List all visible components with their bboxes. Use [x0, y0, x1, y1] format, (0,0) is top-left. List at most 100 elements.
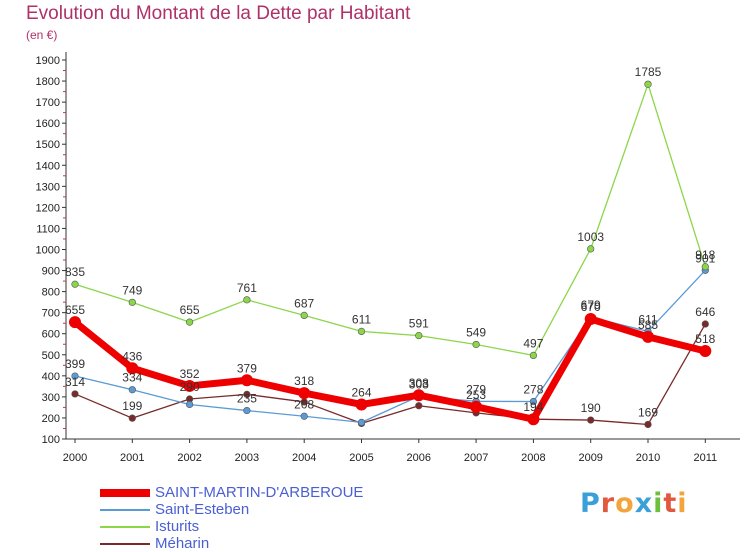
y-tick-label: 1400 — [36, 160, 60, 172]
data-point-saint-martin-d-arberoue — [126, 362, 139, 375]
x-tick-label: 2008 — [521, 452, 545, 464]
data-label-meharin: 169 — [638, 405, 658, 419]
data-point-saint-martin-d-arberoue — [69, 316, 81, 329]
data-point-saint-martin-d-arberoue — [355, 398, 368, 411]
data-label-saint-martin-d-arberoue: 264 — [351, 385, 371, 399]
data-label-isturits: 835 — [65, 265, 85, 279]
y-tick-label: 1600 — [36, 118, 60, 130]
y-tick-label: 200 — [42, 413, 60, 425]
logo-letter: P — [580, 488, 601, 519]
data-point-saint-esteben — [71, 372, 79, 380]
data-label-saint-esteben: 334 — [122, 371, 142, 385]
data-point-saint-esteben — [128, 386, 136, 394]
logo-letter: i — [653, 488, 664, 519]
data-label-meharin: 290 — [180, 380, 200, 394]
y-tick-label: 1700 — [36, 97, 60, 109]
data-label-saint-martin-d-arberoue: 318 — [294, 374, 314, 388]
data-point-isturits — [71, 280, 79, 288]
data-point-isturits — [357, 327, 366, 336]
data-label-saint-martin-d-arberoue: 308 — [409, 376, 429, 390]
y-tick-label: 1900 — [36, 55, 60, 67]
data-label-saint-esteben: 303 — [409, 377, 429, 391]
logo-letter: r — [600, 488, 616, 519]
data-label-saint-martin-d-arberoue: 379 — [237, 361, 257, 375]
x-tick-label: 2011 — [693, 452, 717, 464]
x-tick-label: 2007 — [464, 452, 488, 464]
data-point-isturits — [472, 340, 480, 349]
legend-label: SAINT-MARTIN-D'ARBEROUE — [155, 484, 364, 501]
data-point-isturits — [243, 296, 251, 304]
legend-swatch — [100, 542, 150, 545]
y-tick-label: 1100 — [36, 223, 60, 235]
data-label-saint-esteben: 611 — [638, 312, 657, 326]
data-label-saint-martin-d-arberoue: 352 — [180, 367, 200, 381]
x-tick-label: 2000 — [63, 452, 87, 464]
y-tick-label: 600 — [42, 329, 60, 341]
proxiti-logo: Proxiti — [580, 488, 688, 519]
x-tick-label: 2002 — [177, 452, 201, 464]
data-point-isturits — [587, 245, 595, 253]
data-label-meharin: 190 — [581, 401, 601, 415]
data-point-isturits — [186, 318, 194, 326]
y-tick-label: 1300 — [36, 181, 60, 193]
data-label-isturits: 761 — [237, 281, 257, 295]
data-point-saint-martin-d-arberoue — [240, 374, 253, 387]
y-axis-unit-label: (en €) — [26, 28, 58, 42]
series-line-saint-martin-d-arberoue — [71, 315, 709, 423]
x-tick-label: 2004 — [292, 452, 316, 464]
data-label-saint-esteben: 679 — [581, 298, 601, 312]
data-point-saint-martin-d-arberoue — [470, 400, 483, 413]
data-label-saint-martin-d-arberoue: 585 — [638, 318, 658, 332]
logo-letter: t — [663, 488, 678, 519]
legend-swatch — [100, 488, 150, 497]
data-label-saint-martin-d-arberoue: 655 — [65, 303, 85, 317]
y-tick-label: 800 — [42, 287, 60, 299]
data-point-saint-esteben — [529, 397, 538, 406]
data-label-isturits: 749 — [122, 283, 142, 297]
data-point-saint-martin-d-arberoue — [298, 387, 311, 400]
data-point-saint-martin-d-arberoue — [699, 344, 712, 357]
data-point-isturits — [300, 311, 308, 320]
data-point-meharin — [415, 402, 423, 410]
data-label-saint-esteben: 235 — [237, 392, 257, 406]
data-point-saint-martin-d-arberoue — [183, 379, 196, 392]
logo-letter: i — [677, 488, 688, 519]
data-point-isturits — [128, 298, 136, 306]
data-point-meharin — [243, 390, 251, 398]
data-point-meharin — [71, 390, 79, 398]
x-tick-label: 2009 — [578, 452, 602, 464]
data-point-isturits — [701, 263, 709, 271]
data-point-saint-martin-d-arberoue — [412, 389, 425, 402]
data-label-saint-martin-d-arberoue: 253 — [466, 388, 486, 402]
data-label-isturits: 611 — [352, 312, 371, 326]
logo-letter: o — [615, 488, 635, 519]
data-point-isturits — [644, 80, 652, 88]
data-label-meharin: 314 — [65, 375, 85, 389]
data-label-isturits: 549 — [466, 325, 486, 339]
data-point-saint-esteben — [300, 412, 308, 420]
legend-label: Méharin — [155, 535, 210, 552]
data-point-isturits — [415, 332, 423, 340]
y-tick-label: 500 — [42, 350, 60, 362]
y-tick-label: 1800 — [36, 76, 60, 88]
data-label-isturits: 591 — [409, 317, 429, 331]
legend-swatch — [100, 508, 150, 511]
y-tick-label: 100 — [42, 434, 60, 446]
data-point-saint-esteben — [243, 406, 251, 415]
data-point-saint-martin-d-arberoue — [642, 330, 654, 343]
data-point-saint-esteben — [357, 418, 366, 426]
data-point-meharin — [701, 320, 709, 328]
legend-swatch — [100, 525, 150, 528]
data-label-isturits: 497 — [523, 336, 543, 350]
y-tick-label: 1200 — [36, 202, 60, 214]
data-label-isturits: 687 — [294, 296, 314, 310]
data-label-isturits: 655 — [180, 303, 200, 317]
logo-letter: x — [634, 488, 654, 519]
x-tick-label: 2010 — [636, 452, 660, 464]
data-label-saint-esteben: 399 — [65, 357, 85, 371]
legend-label: Saint-Esteben — [155, 501, 250, 518]
y-tick-label: 400 — [42, 371, 60, 383]
x-tick-label: 2003 — [235, 452, 259, 464]
